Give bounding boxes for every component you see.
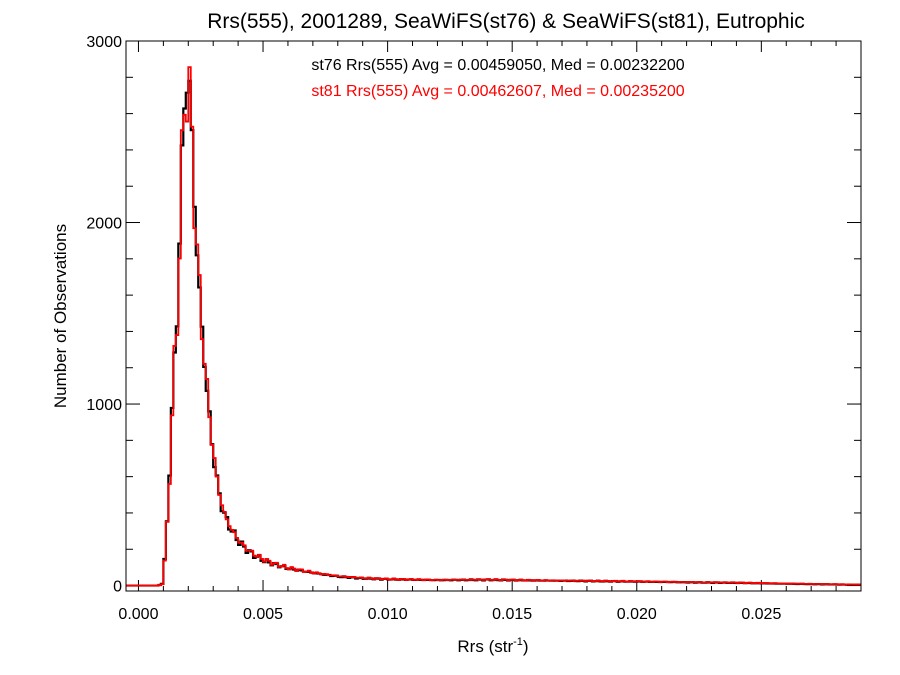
x-tick-label: 0.000 xyxy=(118,606,158,623)
x-axis-label-close: ) xyxy=(523,637,529,656)
x-axis-label: Rrs (str-1) xyxy=(457,636,528,656)
x-tick-label: 0.005 xyxy=(243,606,283,623)
tick-labels: 0.000 0.005 0.010 0.015 0.020 0.025 0 1000 2000 3… xyxy=(86,34,781,623)
series-layer xyxy=(126,66,861,587)
y-tick-label: 0 xyxy=(113,579,122,596)
plot-frame xyxy=(125,40,862,592)
annotation-st81: st81 Rrs(555) Avg = 0.00462607, Med = 0.… xyxy=(311,83,684,100)
x-tick-label: 0.025 xyxy=(741,606,781,623)
x-tick-label: 0.020 xyxy=(617,606,657,623)
series-st81-histogram xyxy=(126,66,861,587)
series-st76-histogram xyxy=(126,79,861,587)
chart-title: Rrs(555), 2001289, SeaWiFS(st76) & SeaWi… xyxy=(207,10,805,33)
y-tick-label: 2000 xyxy=(86,216,122,233)
axis-ticks xyxy=(126,40,862,591)
x-axis-label-base: Rrs (str xyxy=(457,637,513,656)
y-tick-label: 1000 xyxy=(86,397,122,414)
y-axis-label: Number of Observations xyxy=(51,224,70,408)
annotation-st76: st76 Rrs(555) Avg = 0.00459050, Med = 0.… xyxy=(311,57,684,74)
x-tick-label: 0.015 xyxy=(492,606,532,623)
y-tick-label: 3000 xyxy=(86,34,122,51)
x-axis-label-sup: -1 xyxy=(513,636,523,648)
x-tick-label: 0.010 xyxy=(368,606,408,623)
